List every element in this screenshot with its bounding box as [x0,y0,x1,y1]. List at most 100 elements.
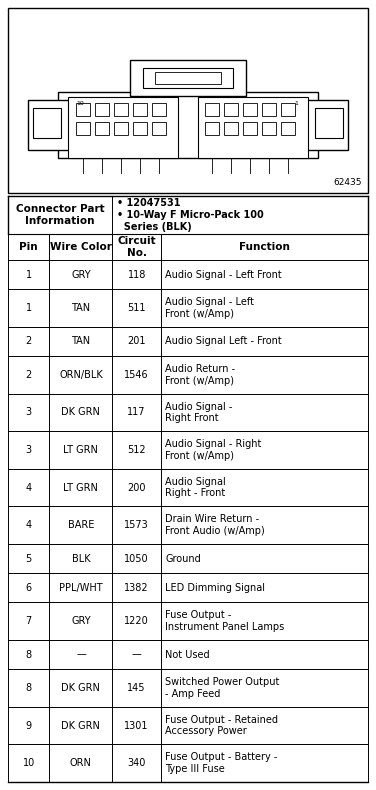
Text: TAN: TAN [71,337,91,346]
Text: 3: 3 [26,445,32,455]
Text: 8: 8 [26,683,32,693]
Text: 1: 1 [26,269,32,280]
Text: 10: 10 [76,101,84,106]
Text: 117: 117 [127,408,146,417]
Text: BLK: BLK [71,554,90,563]
Bar [281,122,295,135]
Bar [205,122,219,135]
Text: PPL/WHT: PPL/WHT [59,583,103,592]
Text: ORN: ORN [70,758,92,768]
Bar [315,108,343,138]
Bar [95,122,109,135]
Text: 512: 512 [127,445,146,455]
Text: 340: 340 [127,758,146,768]
Text: Audio Signal
Right - Front: Audio Signal Right - Front [165,477,226,498]
Bar [58,92,318,158]
Text: 5: 5 [26,554,32,563]
Bar [133,103,147,116]
Text: 1050: 1050 [124,554,149,563]
Text: 1301: 1301 [124,720,149,731]
Bar [304,100,348,150]
Bar [152,103,166,116]
Bar [262,103,276,116]
Bar [95,103,109,116]
Bar [143,68,233,88]
Text: 7: 7 [26,616,32,626]
Text: Audio Signal -
Right Front: Audio Signal - Right Front [165,401,232,423]
Text: 4: 4 [26,483,32,493]
Text: —: — [76,649,86,660]
Text: 1: 1 [26,303,32,313]
Bar [152,122,166,135]
Text: 6: 6 [26,583,32,592]
Text: LT GRN: LT GRN [64,445,99,455]
Text: Fuse Output - Retained
Accessory Power: Fuse Output - Retained Accessory Power [165,715,278,736]
Bar [198,97,308,158]
Bar [76,103,90,116]
Text: Fuse Output - Battery -
Type III Fuse: Fuse Output - Battery - Type III Fuse [165,752,277,774]
Text: 1: 1 [294,101,298,106]
Bar [224,122,238,135]
Text: DK GRN: DK GRN [61,720,100,731]
Text: 200: 200 [127,483,146,493]
Text: Audio Return -
Front (w/Amp): Audio Return - Front (w/Amp) [165,364,235,386]
Text: 511: 511 [127,303,146,313]
Text: Fuse Output -
Instrument Panel Lamps: Fuse Output - Instrument Panel Lamps [165,611,284,632]
Text: 1546: 1546 [124,370,149,380]
Bar [155,72,221,84]
Text: 1220: 1220 [124,616,149,626]
Text: —: — [132,649,142,660]
Text: 2: 2 [26,337,32,346]
Bar [114,103,128,116]
Text: Function: Function [239,242,290,252]
Text: GRY: GRY [71,269,91,280]
Text: Switched Power Output
- Amp Feed: Switched Power Output - Amp Feed [165,677,279,698]
Bar [8,8,368,193]
Text: LED Dimming Signal: LED Dimming Signal [165,583,265,592]
Bar [205,103,219,116]
Text: Audio Signal Left - Front: Audio Signal Left - Front [165,337,282,346]
Text: 145: 145 [127,683,146,693]
Text: 201: 201 [127,337,146,346]
Text: Connector Part
Information: Connector Part Information [16,204,105,226]
Text: 3: 3 [26,408,32,417]
Text: Circuit
No.: Circuit No. [117,236,156,258]
Bar [68,97,178,158]
Bar [281,103,295,116]
Bar [76,122,90,135]
Bar [33,108,61,138]
Text: Audio Signal - Left
Front (w/Amp): Audio Signal - Left Front (w/Amp) [165,297,254,318]
Text: 118: 118 [127,269,146,280]
Text: LT GRN: LT GRN [64,483,99,493]
Text: Wire Color: Wire Color [50,242,112,252]
Text: 2: 2 [26,370,32,380]
Text: ORN/BLK: ORN/BLK [59,370,103,380]
Text: 9: 9 [26,720,32,731]
Text: 4: 4 [26,521,32,530]
Text: 10: 10 [23,758,35,768]
Text: Drain Wire Return -
Front Audio (w/Amp): Drain Wire Return - Front Audio (w/Amp) [165,514,265,536]
Text: 1573: 1573 [124,521,149,530]
Text: DK GRN: DK GRN [61,408,100,417]
Bar [114,122,128,135]
Text: Audio Signal - Left Front: Audio Signal - Left Front [165,269,282,280]
Text: 8: 8 [26,649,32,660]
Bar [28,100,72,150]
Text: GRY: GRY [71,616,91,626]
Text: Pin: Pin [20,242,38,252]
Text: 1382: 1382 [124,583,149,592]
Text: TAN: TAN [71,303,91,313]
Bar [243,103,257,116]
Text: DK GRN: DK GRN [61,683,100,693]
Bar [130,60,246,96]
Text: Ground: Ground [165,554,201,563]
Bar [243,122,257,135]
Text: 62435: 62435 [334,178,362,187]
Text: BARE: BARE [68,521,94,530]
Text: • 12047531
• 10-Way F Micro-Pack 100
  Series (BLK): • 12047531 • 10-Way F Micro-Pack 100 Ser… [117,198,264,231]
Bar [224,103,238,116]
Text: Audio Signal - Right
Front (w/Amp): Audio Signal - Right Front (w/Amp) [165,439,261,461]
Bar [262,122,276,135]
Bar [133,122,147,135]
Text: Not Used: Not Used [165,649,210,660]
